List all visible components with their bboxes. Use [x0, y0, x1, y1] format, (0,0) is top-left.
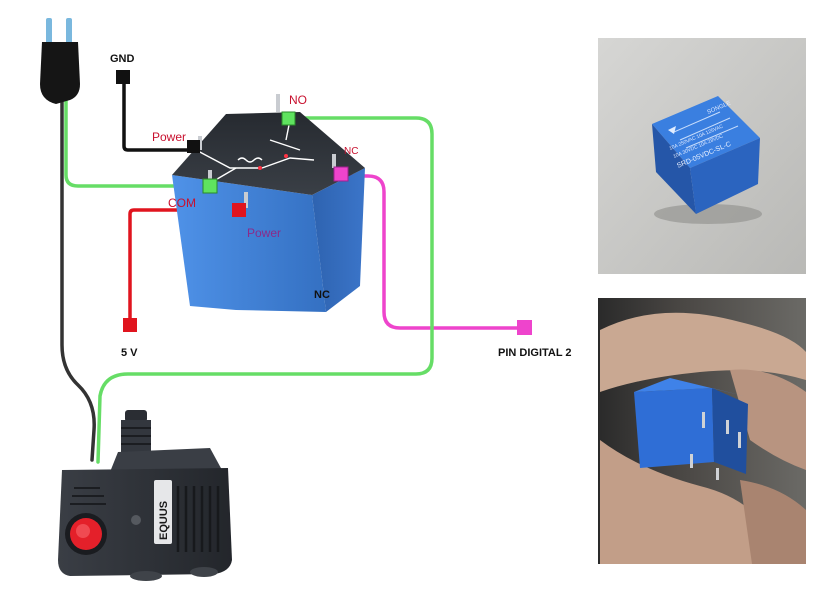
nc-bottom-label: NC [314, 289, 330, 301]
no-label: NO [289, 93, 307, 107]
photo-finger-right [730, 369, 806, 470]
photo2-relay-pin [726, 420, 729, 434]
nc-small-label: NC [344, 146, 358, 157]
pump-brand-text: EQUUS [158, 501, 170, 540]
pump-side-grille [70, 487, 106, 505]
terminal-nc [333, 166, 349, 182]
relay-contact-dot [284, 154, 288, 158]
photo-finger-top [600, 312, 806, 392]
photo-relay-logo [668, 126, 676, 134]
5v-red-wire [128, 208, 240, 324]
terminal-no [281, 111, 296, 126]
com-label: COM [168, 196, 196, 210]
pump-foot [130, 571, 162, 581]
pump-intake-highlight [76, 524, 90, 538]
pump-foot [190, 567, 218, 577]
photo-thumb-bottom [600, 440, 760, 564]
photo-relay-front-face [652, 124, 696, 214]
5v-terminal [123, 318, 137, 332]
pin-digital-label: PIN DIGITAL 2 [498, 347, 572, 359]
relay-contact-dot [258, 166, 262, 170]
water-pump: EQUUS [58, 410, 232, 581]
plug-prong-left [46, 18, 52, 44]
relay-side-face [312, 168, 365, 312]
plug-body [40, 42, 80, 104]
photo-relay-top-face [652, 96, 760, 168]
green-wire-plug-to-relay [64, 98, 210, 188]
photo2-relay-top [634, 378, 744, 396]
power-plug [40, 18, 80, 104]
signal-magenta-wire [342, 174, 522, 330]
plug-to-pump-wire-dark [60, 98, 96, 462]
relay-internal-schematic [195, 119, 315, 183]
plug-prong-right [66, 18, 72, 44]
terminal-power-top [187, 140, 200, 153]
relay-pin [244, 192, 248, 208]
relay-pin [208, 170, 212, 184]
photo-finger-bottom-right [740, 480, 806, 564]
terminal-com [202, 178, 218, 194]
power-bottom-label: Power [247, 226, 281, 240]
pin-digital-terminal [517, 320, 532, 335]
pump-outlet-top [125, 410, 147, 422]
pump-top-cap [110, 448, 222, 472]
power-top-label: Power [152, 130, 186, 144]
gnd-label: GND [110, 53, 135, 65]
gnd-wire [122, 80, 192, 152]
relay-front-face [172, 175, 326, 312]
pump-grille [176, 486, 220, 552]
photo2-relay-pin [738, 432, 741, 448]
photo2-relay-front [634, 388, 714, 468]
pump-adjust-knob [131, 515, 141, 525]
relay-pin [332, 154, 336, 168]
photo2-relay-side [712, 388, 748, 474]
relay-pin [276, 94, 280, 112]
relay-photo-hand [598, 298, 806, 564]
gnd-terminal [116, 70, 130, 84]
photo-relay-side-face [690, 138, 760, 214]
terminal-power-bottom [232, 203, 246, 217]
relay-photo-top: SONGLE 10A 250VAC 10A 125VAC 10A 30VDC 1… [598, 38, 806, 274]
5v-label: 5 V [121, 347, 138, 359]
relay-module [172, 94, 365, 312]
photo2-relay-pin [702, 412, 705, 428]
green-wire-no-to-pump [96, 116, 434, 464]
pump-brand-plate [154, 480, 172, 544]
photo2-relay-pin [716, 468, 719, 480]
relay-top-face [172, 112, 365, 195]
photo2-relay-pin [690, 454, 693, 468]
